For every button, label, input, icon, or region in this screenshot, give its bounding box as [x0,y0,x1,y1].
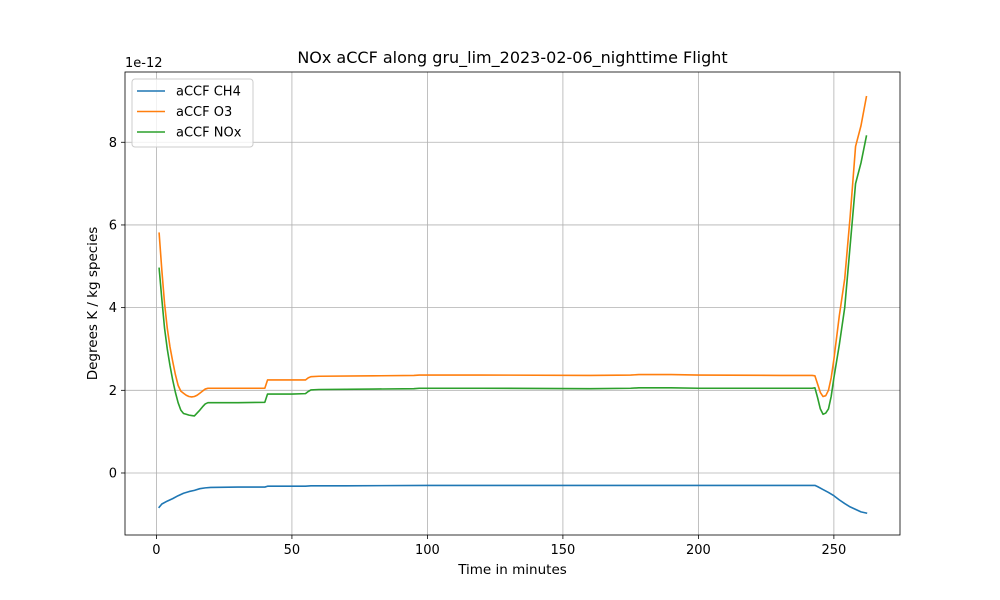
y-tick-label: 4 [109,301,117,316]
ticks: 0 50 100 150 200 250 0 2 4 6 8 [109,136,847,558]
legend: aCCF CH4 aCCF O3 aCCF NOx [131,78,254,148]
x-tick-label: 200 [686,543,711,558]
series-lines [158,95,868,515]
x-tick-label: 100 [415,543,440,558]
series-line-accf-o3 [158,95,868,398]
series-line-accf-ch4 [158,484,868,515]
y-tick-label: 2 [109,384,117,399]
legend-label: aCCF NOx [176,126,242,141]
x-axis-label: Time in minutes [457,562,567,578]
legend-frame [131,78,254,148]
series-line-accf-nox [158,135,868,417]
y-tick-label: 8 [109,136,117,151]
x-tick-label: 150 [550,543,575,558]
x-tick-label: 250 [821,543,846,558]
grid [125,72,900,535]
chart-title: NOx aCCF along gru_lim_2023-02-06_nightt… [297,48,727,68]
y-axis-label: Degrees K / kg species [85,227,101,381]
x-tick-label: 50 [284,543,301,558]
y-tick-label: 0 [109,466,117,481]
legend-label: aCCF CH4 [176,85,241,100]
y-axis-offset-text: 1e-12 [125,56,163,71]
legend-label: aCCF O3 [176,105,232,120]
plot-frame [124,71,901,536]
y-tick-label: 6 [109,218,117,233]
x-tick-label: 0 [152,543,160,558]
